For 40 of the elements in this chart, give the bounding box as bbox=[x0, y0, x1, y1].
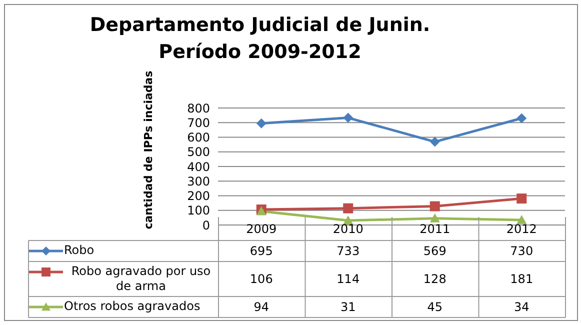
chart-title: Departamento Judicial de Junin. Período 2009-2012 bbox=[88, 13, 432, 65]
x-tick-label: 2012 bbox=[505, 220, 538, 238]
point bbox=[343, 112, 354, 123]
data-label: 34 bbox=[512, 298, 530, 316]
data-label: 695 bbox=[248, 242, 274, 260]
point bbox=[343, 215, 354, 224]
point bbox=[343, 203, 354, 214]
y-tick-label: 300 bbox=[187, 174, 210, 188]
x-tick-label: 2009 bbox=[245, 220, 278, 238]
point bbox=[430, 213, 440, 222]
point bbox=[516, 113, 527, 124]
y-tick-label: 0 bbox=[202, 218, 210, 232]
data-label: 45 bbox=[426, 298, 444, 316]
y-tick-label: 800 bbox=[187, 101, 210, 116]
y-tick-label: 500 bbox=[187, 145, 210, 160]
data-label: 31 bbox=[339, 298, 357, 316]
data-label: 114 bbox=[336, 270, 361, 288]
legend-label: Robo agravado por uso de arma bbox=[70, 264, 212, 294]
data-label: 94 bbox=[252, 298, 270, 316]
point bbox=[430, 201, 440, 212]
data-label: 128 bbox=[422, 270, 448, 288]
data-label: 569 bbox=[422, 242, 448, 260]
y-tick-label: 200 bbox=[187, 189, 210, 204]
data-label: 730 bbox=[509, 242, 534, 260]
x-tick-label: 2011 bbox=[418, 220, 452, 238]
y-tick-label: 100 bbox=[187, 204, 210, 218]
point bbox=[256, 118, 266, 128]
y-tick-label: 400 bbox=[187, 160, 210, 174]
x-tick-label: 2010 bbox=[332, 220, 364, 238]
data-label: 733 bbox=[336, 242, 361, 260]
y-tick-label: 700 bbox=[187, 116, 210, 130]
point bbox=[516, 215, 527, 224]
point bbox=[430, 136, 440, 147]
data-label: 106 bbox=[248, 270, 274, 288]
point bbox=[516, 194, 527, 204]
legend-label: Otros robos agravados bbox=[64, 299, 200, 314]
y-axis-title: cantidad de IPPs inciadas bbox=[142, 70, 156, 230]
legend-label: Robo bbox=[64, 243, 94, 258]
y-tick-label: 600 bbox=[187, 130, 210, 145]
data-label: 181 bbox=[509, 270, 534, 288]
